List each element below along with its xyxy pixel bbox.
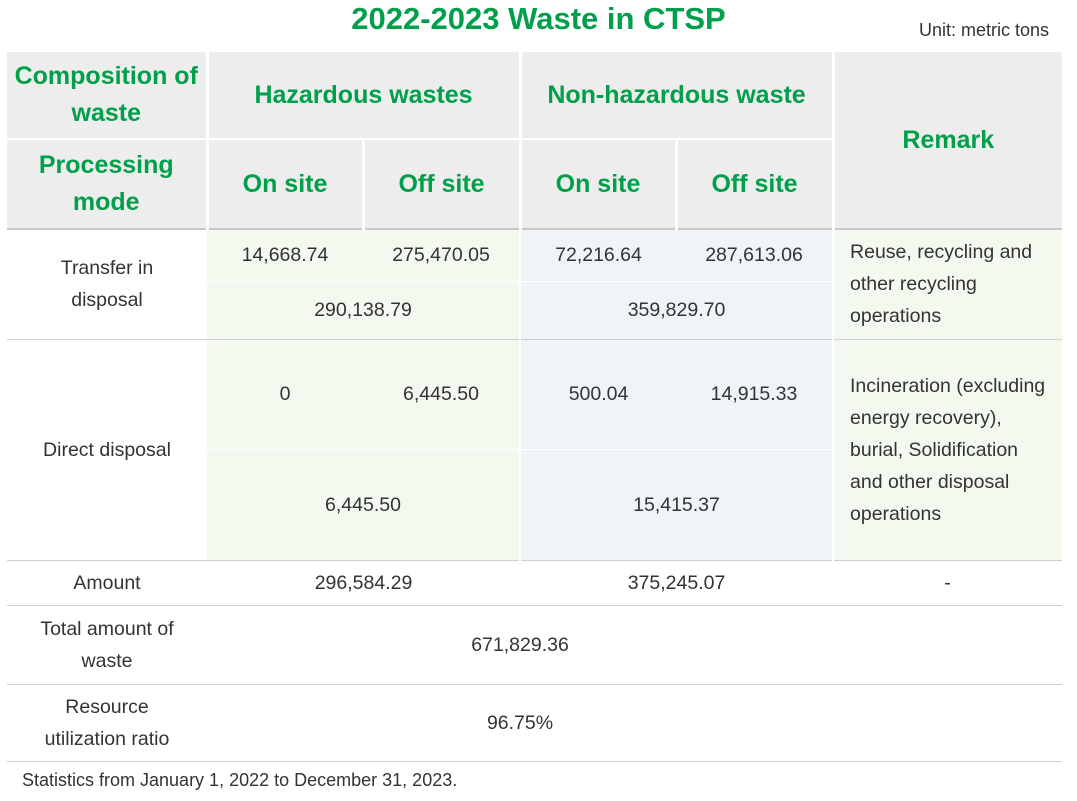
non-off-site-header: Off site	[674, 139, 834, 229]
ratio-value: 96.75%	[486, 711, 554, 734]
ratio-remark	[833, 684, 1062, 761]
unit-label: Unit: metric tons	[918, 20, 1049, 40]
transfer-haz-off: 275,470.05	[363, 229, 521, 282]
total-row: Total amount of waste 671,829.36	[7, 605, 1063, 684]
amount-non: 375,245.07	[627, 571, 726, 594]
hazardous-header: Hazardous wastes	[205, 52, 521, 140]
direct-non-off: 14,915.33	[676, 339, 834, 450]
direct-non-total: 15,415.37	[519, 449, 834, 560]
transfer-haz-total: 290,138.79	[207, 281, 521, 339]
haz-on-site-header: On site	[205, 139, 363, 229]
transfer-non-total: 359,829.70	[519, 281, 834, 339]
total-label: Total amount of waste	[40, 617, 174, 672]
total-remark	[833, 605, 1062, 684]
transfer-non-on: 72,216.64	[519, 229, 677, 282]
total-value: 671,829.36	[471, 633, 569, 656]
remark-header: Remark	[831, 52, 1063, 229]
amount-label: Amount	[73, 571, 141, 594]
ratio-label: Resource utilization ratio	[44, 695, 170, 750]
direct-remark: Incineration (excluding energy recovery)…	[832, 339, 1063, 561]
transfer-non-off: 287,613.06	[676, 229, 834, 282]
transfer-label: Transfer in disposal	[7, 229, 207, 340]
header-row-composition: Composition of waste Hazardous wastes No…	[7, 52, 1063, 229]
direct-haz-off: 6,445.50	[363, 339, 521, 450]
non-on-site-header: On site	[518, 139, 677, 229]
direct-row-total: 6,445.50 15,415.37	[7, 449, 1063, 560]
processing-header: Processing mode	[7, 138, 207, 229]
header-row-processing: Processing mode On site Off site On site…	[7, 138, 1063, 229]
waste-table: Composition of waste Hazardous wastes No…	[7, 52, 1063, 762]
direct-non-on: 500.04	[519, 339, 677, 450]
composition-header: Composition of waste	[7, 52, 207, 139]
haz-off-site-header: Off site	[361, 139, 521, 229]
direct-label: Direct disposal	[7, 339, 207, 561]
transfer-row-total: 290,138.79 359,829.70	[7, 281, 1063, 339]
direct-haz-total: 6,445.50	[207, 449, 521, 560]
footnote: Statistics from January 1, 2022 to Decem…	[22, 770, 458, 790]
non-hazardous-header: Non-hazardous waste	[518, 52, 834, 140]
page-title: 2022-2023 Waste in CTSP	[351, 1, 726, 36]
transfer-remark: Reuse, recycling and other recycling ope…	[832, 229, 1063, 340]
transfer-haz-on: 14,668.74	[207, 229, 363, 282]
amount-haz: 296,584.29	[314, 571, 413, 594]
amount-row: Amount 296,584.29 375,245.07 -	[7, 560, 1063, 605]
ratio-row: Resource utilization ratio 96.75%	[7, 684, 1063, 761]
amount-remark: -	[944, 571, 951, 594]
direct-haz-on: 0	[207, 339, 363, 450]
transfer-row-split: Transfer in disposal 14,668.74 275,470.0…	[7, 229, 1063, 340]
direct-row-split: Direct disposal 0 6,445.50 500.04 14,915…	[7, 339, 1063, 561]
